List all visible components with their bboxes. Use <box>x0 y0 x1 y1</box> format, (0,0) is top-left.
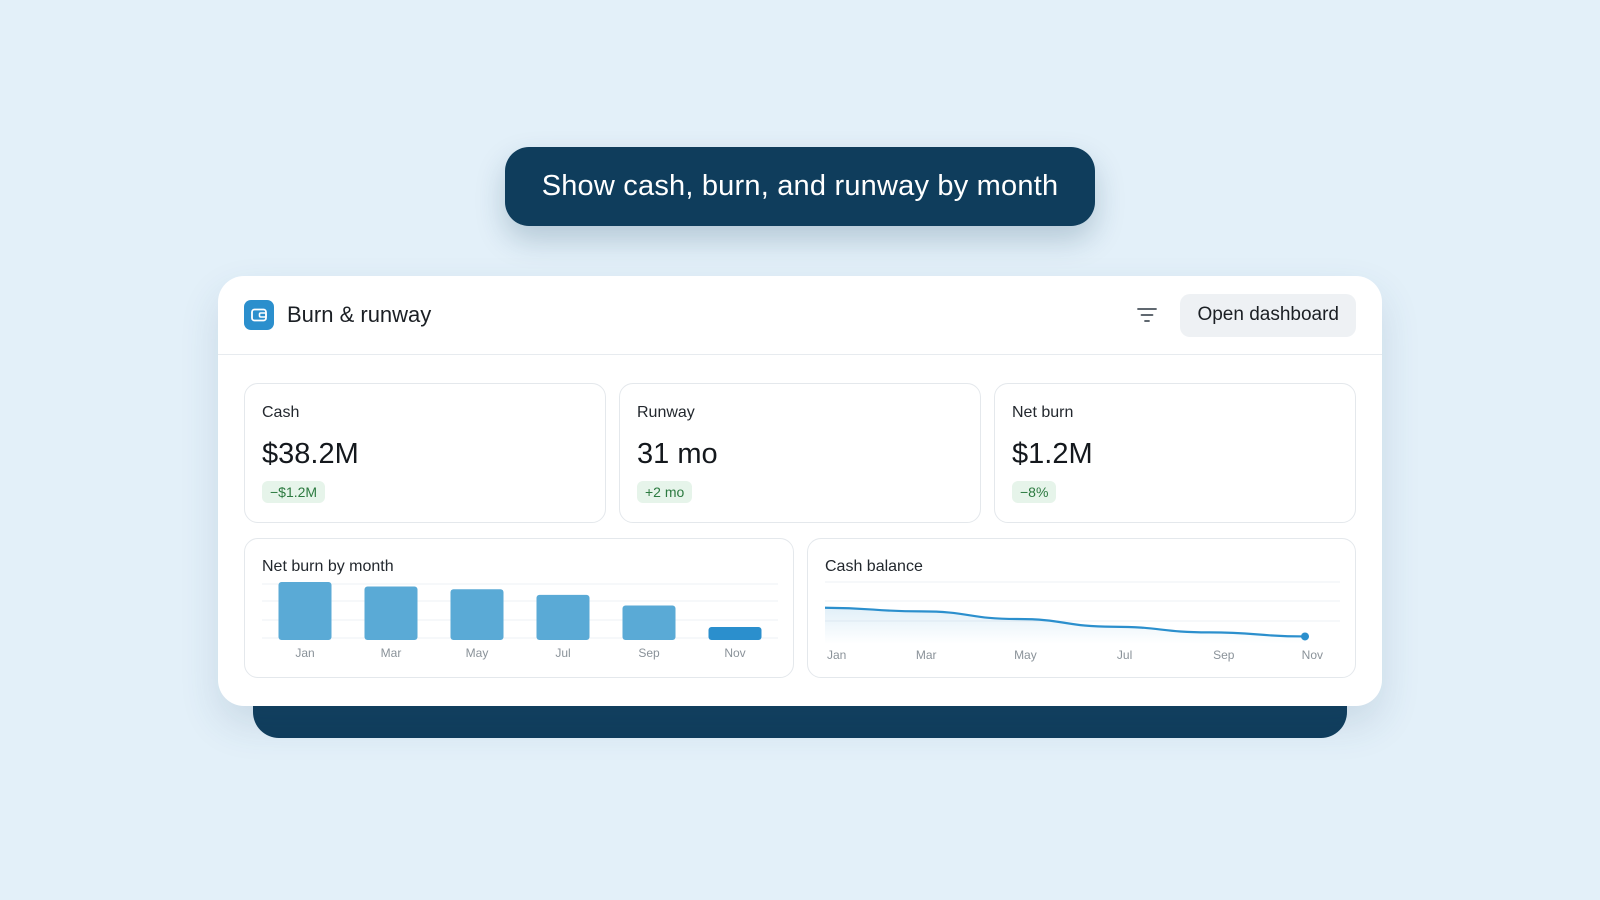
x-tick-label: Mar <box>916 648 937 662</box>
burn-runway-card: Burn & runway Open dashboard Cash $38.2M… <box>218 276 1382 706</box>
prompt-bubble: Show cash, burn, and runway by month <box>505 147 1095 226</box>
kpi-runway: Runway 31 mo +2 mo <box>619 383 981 523</box>
open-dashboard-button[interactable]: Open dashboard <box>1180 293 1356 337</box>
x-tick-label: May <box>466 646 489 660</box>
chart-title: Net burn by month <box>262 558 394 575</box>
x-tick-label: Jul <box>555 646 570 660</box>
x-tick-label: Jan <box>295 646 314 660</box>
kpi-value: 31 mo <box>637 438 718 470</box>
kpi-value: $1.2M <box>1012 438 1093 470</box>
x-tick-label: Sep <box>1213 648 1235 662</box>
bar-jul[interactable] <box>536 594 590 640</box>
kpi-delta-badge: +2 mo <box>637 481 693 503</box>
cash-area-fill <box>825 607 1305 644</box>
cash-balance-chart-card: Cash balance Jan Mar May Jul Sep Nov <box>807 538 1356 678</box>
bar-jan[interactable] <box>278 582 332 640</box>
bar-may[interactable] <box>450 589 504 640</box>
net-burn-chart-card: Net burn by month Jan Mar May Jul Sep Nov <box>244 538 794 678</box>
kpi-delta-badge: −$1.2M <box>262 481 326 503</box>
card-title: Burn & runway <box>287 302 432 327</box>
x-tick-label: Nov <box>1302 648 1323 662</box>
kpi-delta-badge: −8% <box>1012 481 1057 503</box>
filter-button[interactable] <box>1130 298 1164 332</box>
x-tick-label: Mar <box>381 646 402 660</box>
bar-mar[interactable] <box>364 586 418 640</box>
kpi-label: Net burn <box>1012 404 1074 421</box>
end-point-marker[interactable] <box>1301 632 1309 641</box>
x-tick-label: Jan <box>827 648 846 662</box>
cash-balance-line <box>824 606 1306 638</box>
kpi-value: $38.2M <box>262 438 359 470</box>
prompt-text: Show cash, burn, and runway by month <box>541 170 1059 202</box>
bar-sep[interactable] <box>622 605 676 640</box>
x-tick-label: May <box>1014 648 1037 662</box>
net-burn-bar-chart: Jan Mar May Jul Sep Nov <box>262 582 778 660</box>
card-header: Burn & runway Open dashboard <box>218 276 1382 355</box>
bar-nov[interactable] <box>708 627 762 640</box>
x-tick-label: Nov <box>724 646 745 660</box>
x-tick-label: Jul <box>1117 648 1132 662</box>
wallet-icon <box>244 300 274 330</box>
cash-balance-area-chart: Jan Mar May Jul Sep Nov <box>824 581 1340 662</box>
chart-title: Cash balance <box>825 558 923 575</box>
kpi-label: Runway <box>637 404 695 421</box>
kpi-cash: Cash $38.2M −$1.2M <box>244 383 606 523</box>
x-tick-label: Sep <box>638 646 660 660</box>
filter-icon <box>1137 308 1158 322</box>
kpi-label: Cash <box>262 404 300 421</box>
kpi-net-burn: Net burn $1.2M −8% <box>994 383 1356 523</box>
